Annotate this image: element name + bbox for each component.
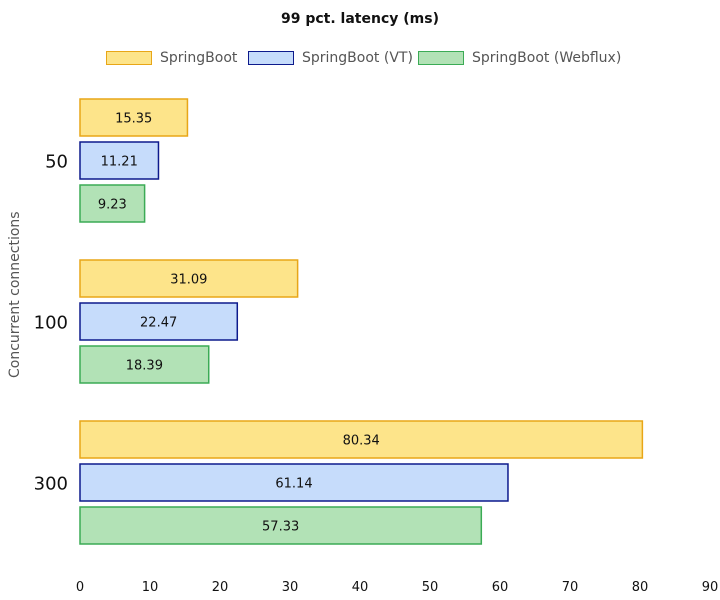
legend: SpringBoot SpringBoot (VT) SpringBoot (W… (0, 50, 720, 72)
x-tick-label-80: 80 (632, 580, 649, 595)
data-label-100-series-1: 22.47 (140, 316, 177, 331)
x-tick-label-20: 20 (212, 580, 229, 595)
legend-item-springboot[interactable]: SpringBoot (106, 50, 237, 66)
y-tick-label-50: 50 (45, 152, 68, 173)
data-label-300-series-2: 57.33 (262, 520, 299, 535)
bar-50-series-1 (79, 141, 160, 180)
data-label-100-series-0: 31.09 (170, 273, 207, 288)
legend-label-springboot-webflux: SpringBoot (Webflux) (472, 50, 622, 66)
data-label-50-series-1: 11.21 (101, 155, 138, 170)
x-tick-label-40: 40 (352, 580, 369, 595)
y-tick-label-300: 300 (34, 474, 68, 495)
legend-label-springboot: SpringBoot (160, 50, 238, 66)
data-label-50-series-0: 15.35 (115, 112, 152, 127)
legend-swatch-springboot-webflux (418, 51, 464, 65)
data-label-100-series-2: 18.39 (126, 359, 163, 374)
legend-swatch-springboot-vt (248, 51, 294, 65)
data-label-300-series-1: 61.14 (275, 477, 312, 492)
legend-item-springboot-vt[interactable]: SpringBoot (VT) (248, 50, 413, 66)
x-tick-label-10: 10 (142, 580, 159, 595)
y-tick-label-100: 100 (34, 313, 68, 334)
bar-100-series-0 (79, 259, 299, 298)
bar-300-series-1 (79, 463, 509, 502)
data-label-300-series-0: 80.34 (343, 434, 380, 449)
x-tick-label-60: 60 (492, 580, 509, 595)
x-tick-label-0: 0 (76, 580, 84, 595)
legend-swatch-springboot (106, 51, 152, 65)
bar-50-series-2 (79, 184, 146, 223)
bar-100-series-2 (79, 345, 210, 384)
x-tick-label-50: 50 (422, 580, 439, 595)
bar-300-series-2 (79, 506, 483, 545)
legend-label-springboot-vt: SpringBoot (VT) (302, 50, 413, 66)
legend-item-springboot-webflux[interactable]: SpringBoot (Webflux) (418, 50, 621, 66)
bar-300-series-0 (79, 420, 644, 459)
bar-100-series-1 (79, 302, 239, 341)
chart-title: 99 pct. latency (ms) (281, 11, 439, 27)
x-tick-label-90: 90 (702, 580, 719, 595)
x-tick-label-70: 70 (562, 580, 579, 595)
data-label-50-series-2: 9.23 (98, 198, 127, 213)
x-tick-label-30: 30 (282, 580, 299, 595)
bar-50-series-0 (79, 98, 189, 137)
